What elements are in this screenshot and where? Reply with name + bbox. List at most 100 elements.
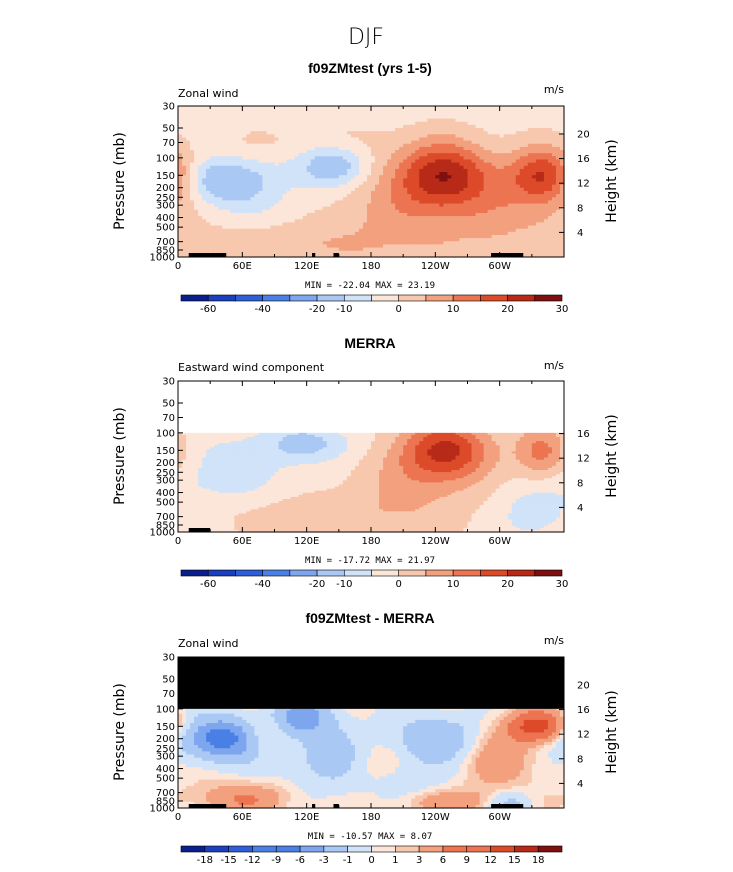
heatmap-cell xyxy=(274,131,280,135)
heatmap-cell xyxy=(246,234,251,239)
heatmap-cell xyxy=(507,172,513,176)
heatmap-cell xyxy=(535,187,541,192)
heatmap-cell xyxy=(515,106,521,110)
heatmap-cell xyxy=(358,238,364,242)
heatmap-cell xyxy=(527,231,533,236)
heatmap-cell xyxy=(471,112,477,117)
heatmap-cell xyxy=(206,203,211,208)
heatmap-cell xyxy=(407,131,412,135)
heatmap-cell xyxy=(226,165,231,170)
heatmap-cell xyxy=(222,131,227,135)
heatmap-cell xyxy=(419,253,424,258)
heatmap-cell xyxy=(234,203,239,208)
heatmap-cell xyxy=(334,118,340,123)
heatmap-cell xyxy=(487,153,493,157)
heatmap-cell xyxy=(491,112,497,117)
heatmap-cell xyxy=(475,150,481,154)
heatmap-cell xyxy=(342,436,348,440)
heatmap-cell xyxy=(182,212,187,217)
heatmap-cell xyxy=(547,146,553,151)
heatmap-cell xyxy=(278,234,284,239)
heatmap-cell xyxy=(218,124,223,129)
heatmap-cell xyxy=(286,168,292,173)
heatmap-cell xyxy=(395,203,400,208)
heatmap-cell xyxy=(354,168,360,173)
heatmap-cell xyxy=(310,115,316,120)
heatmap-cell xyxy=(218,190,223,195)
heatmap-cell xyxy=(527,134,533,139)
heatmap-cell xyxy=(539,140,545,145)
heatmap-cell xyxy=(314,106,320,110)
heatmap-cell xyxy=(234,112,239,117)
heatmap-cell xyxy=(334,168,340,173)
heatmap-cell xyxy=(210,168,215,173)
heatmap-cell xyxy=(306,200,312,205)
heatmap-cell xyxy=(491,436,497,440)
heatmap-cell xyxy=(395,184,400,189)
heatmap-cell xyxy=(238,228,243,233)
heatmap-cell xyxy=(507,250,513,255)
heatmap-cell xyxy=(330,212,336,217)
heatmap-cell xyxy=(399,247,404,252)
heatmap-cell xyxy=(439,206,444,211)
heatmap-cell xyxy=(334,436,340,440)
heatmap-cell xyxy=(487,146,493,151)
heatmap-cell xyxy=(246,162,251,167)
heatmap-cell xyxy=(523,181,529,186)
heatmap-cell xyxy=(246,216,251,220)
heatmap-cell xyxy=(463,131,469,135)
heatmap-cell xyxy=(507,128,513,132)
heatmap-cell xyxy=(431,159,436,164)
heatmap-cell xyxy=(387,143,392,148)
heatmap-cell xyxy=(375,134,380,139)
heatmap-cell xyxy=(463,187,469,192)
heatmap-cell xyxy=(475,194,481,198)
heatmap-cell xyxy=(531,238,537,242)
heatmap-cell xyxy=(539,244,545,249)
heatmap-cell xyxy=(479,140,485,145)
heatmap-cell xyxy=(551,197,557,201)
heatmap-cell xyxy=(190,187,195,192)
heatmap-cell xyxy=(366,206,372,211)
heatmap-cell xyxy=(298,206,304,211)
heatmap-cell xyxy=(254,184,260,189)
heatmap-cell xyxy=(262,140,268,145)
heatmap-cell xyxy=(338,190,344,195)
heatmap-cell xyxy=(358,159,364,164)
heatmap-cell xyxy=(475,234,481,239)
heatmap-cell xyxy=(539,209,545,214)
heatmap-cell xyxy=(210,194,215,198)
heatmap-cell xyxy=(371,118,376,123)
heatmap-cell xyxy=(467,134,473,139)
heatmap-cell xyxy=(286,187,292,192)
heatmap-cell xyxy=(294,156,300,161)
colorbar-swatch xyxy=(534,294,563,302)
heatmap-cell xyxy=(362,140,368,145)
heatmap-cell xyxy=(246,231,251,236)
heatmap-cell xyxy=(286,225,292,230)
heatmap-cell xyxy=(447,228,453,233)
heatmap-cell xyxy=(375,253,380,258)
heatmap-cell xyxy=(459,165,465,170)
heatmap-cell xyxy=(539,131,545,135)
heatmap-cell xyxy=(226,250,231,255)
heatmap-cell xyxy=(258,175,264,179)
heatmap-cell xyxy=(226,131,231,135)
heatmap-cell xyxy=(423,194,428,198)
heatmap-cell xyxy=(531,190,537,195)
heatmap-cell xyxy=(298,241,304,246)
heatmap-cell xyxy=(326,137,332,142)
heatmap-cell xyxy=(186,168,191,173)
heatmap-cell xyxy=(543,121,549,126)
heatmap-cell xyxy=(387,212,392,217)
heatmap-cell xyxy=(186,219,191,223)
heatmap-cell xyxy=(246,178,251,183)
heatmap-cell xyxy=(375,225,380,230)
heatmap-cell xyxy=(242,165,247,170)
heatmap-cell xyxy=(487,162,493,167)
heatmap-cell xyxy=(214,162,219,167)
heatmap-cell xyxy=(350,106,356,110)
heatmap-cell xyxy=(342,241,348,246)
heatmap-cell xyxy=(362,153,368,157)
heatmap-cell xyxy=(387,219,392,223)
